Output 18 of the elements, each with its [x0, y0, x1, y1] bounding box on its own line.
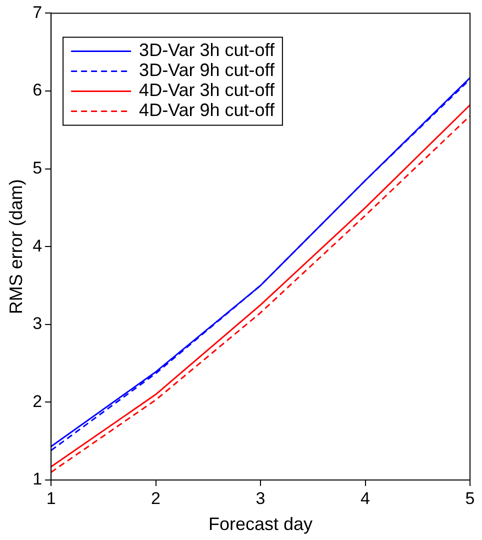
x-tick-label: 2	[151, 488, 161, 508]
x-tick-label: 1	[46, 488, 56, 508]
y-tick-label: 2	[32, 392, 42, 411]
y-tick-label: 6	[32, 80, 42, 100]
x-tick-label: 5	[465, 488, 475, 508]
y-tick-label: 7	[32, 2, 42, 22]
legend-label: 4D-Var 3h cut-off	[139, 80, 276, 100]
legend-label: 3D-Var 9h cut-off	[139, 60, 276, 80]
y-tick-label: 3	[32, 314, 42, 334]
legend-label: 3D-Var 3h cut-off	[139, 40, 276, 60]
x-tick-label: 3	[256, 488, 266, 508]
legend-label: 4D-Var 9h cut-off	[139, 100, 276, 120]
x-axis-title: Forecast day	[208, 514, 313, 534]
x-tick-label: 4	[360, 488, 370, 508]
y-tick-label: 1	[32, 470, 42, 489]
y-axis-title: RMS error (dam)	[6, 179, 26, 314]
y-tick-label: 4	[32, 236, 42, 256]
y-tick-label: 5	[32, 158, 42, 178]
